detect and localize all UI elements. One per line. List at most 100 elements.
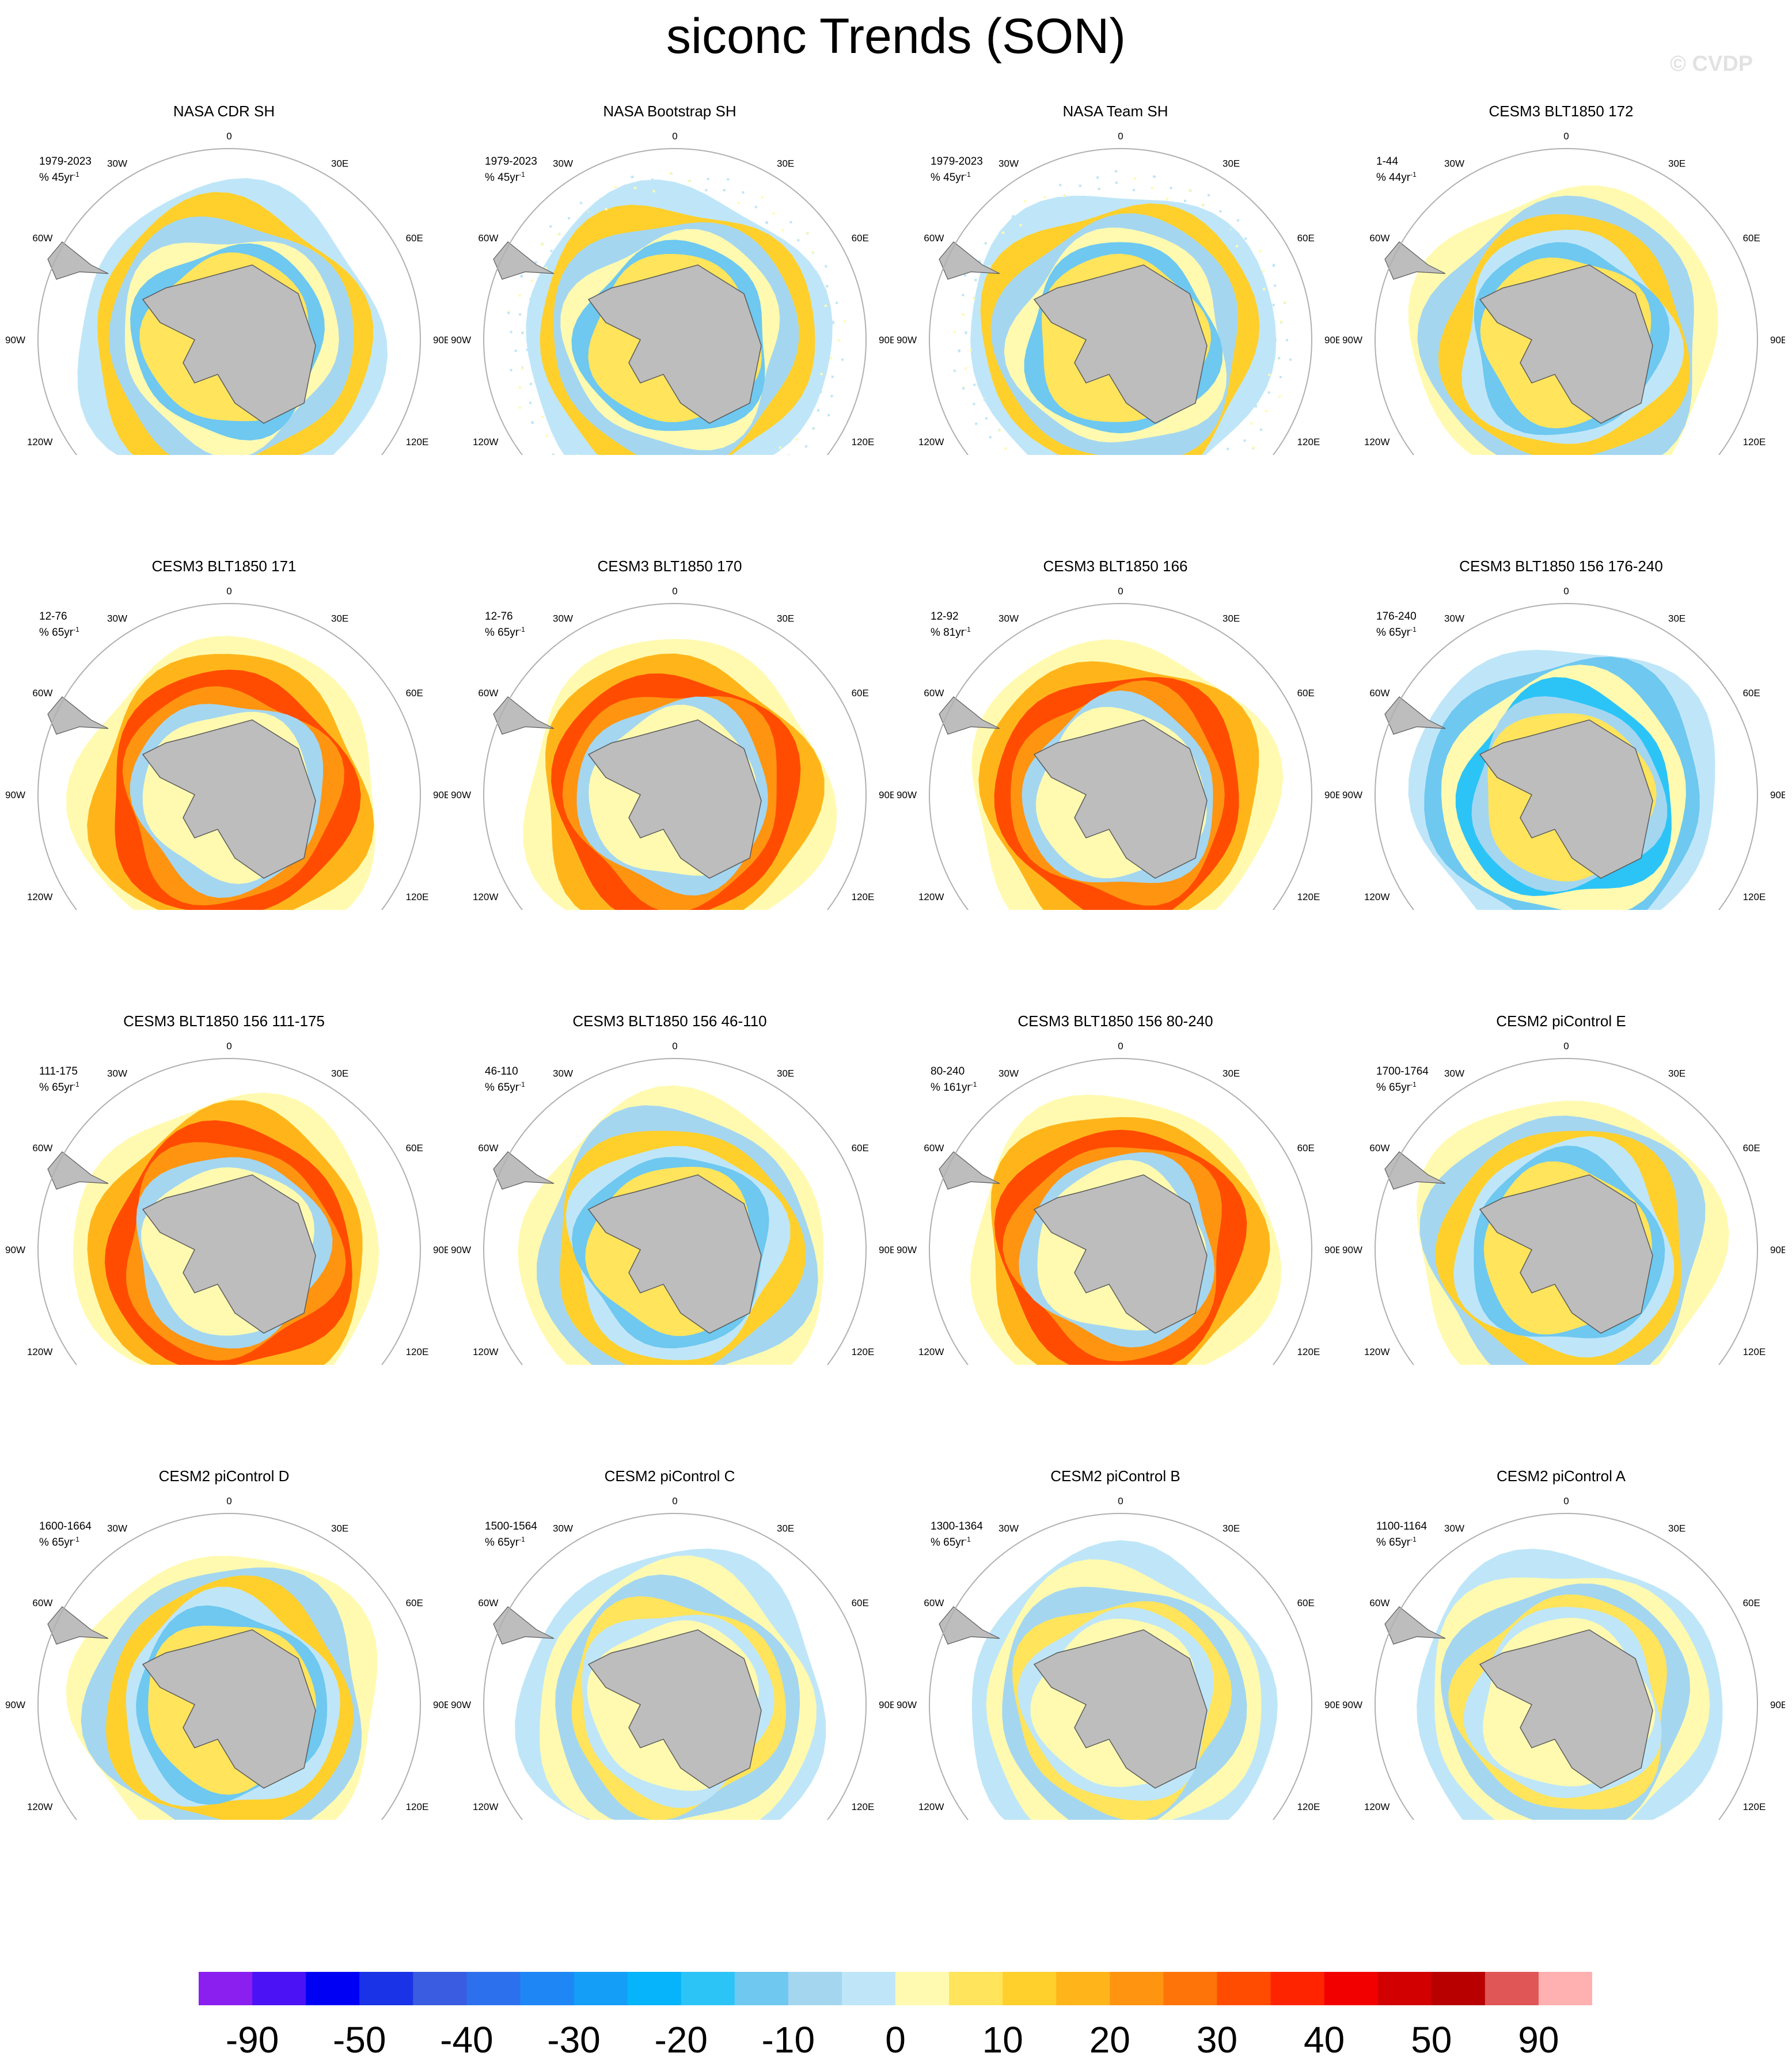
figure-title: siconc Trends (SON): [666, 9, 1126, 64]
noise-speck: [1285, 339, 1288, 342]
colorbar-swatch: [1003, 1972, 1057, 2005]
units-label: % 65yr-1: [485, 1535, 525, 1549]
longitude-label: 0: [1563, 586, 1569, 597]
colorbar-swatch: [1324, 1972, 1379, 2005]
noise-speck: [841, 358, 844, 361]
noise-speck: [965, 332, 967, 335]
south-america-landmass: [1384, 696, 1446, 735]
polar-map: 030E60E90E120E150E180150W120W90W60W30W: [5, 131, 448, 455]
longitude-label: 30E: [1668, 1068, 1685, 1079]
panel-period-units: 1-44 % 44yr-1: [1376, 155, 1417, 184]
longitude-label: 0: [226, 586, 231, 597]
colorbar-swatch: [1377, 1972, 1432, 2005]
map-boundary: [1375, 1513, 1758, 1820]
panel-title: CESM3 BLT1850 172: [1489, 103, 1634, 120]
colorbar-swatch: [413, 1972, 467, 2005]
units-label: % 65yr-1: [931, 1535, 971, 1549]
noise-speck: [965, 367, 967, 370]
noise-speck: [580, 202, 583, 204]
polar-map: 030E60E90E120E150E180150W120W90W60W30W: [897, 1041, 1339, 1365]
antarctica-landmass: [1033, 1174, 1208, 1334]
longitude-label: 30E: [1668, 1523, 1685, 1534]
noise-speck: [550, 249, 553, 252]
antarctica-landmass: [1479, 1174, 1653, 1334]
south-america-landmass: [493, 696, 555, 735]
longitude-label: 90E: [433, 790, 448, 800]
noise-speck: [789, 221, 792, 223]
noise-speck: [1212, 219, 1215, 222]
noise-speck: [781, 229, 784, 232]
longitude-label: 120W: [1364, 891, 1389, 902]
longitude-label: 60E: [406, 1598, 423, 1608]
longitude-label: 0: [226, 131, 231, 142]
longitude-label: 60E: [1743, 1598, 1760, 1608]
longitude-label: 120W: [473, 891, 498, 902]
noise-speck: [1001, 232, 1004, 234]
colorbar-swatch: [681, 1972, 735, 2005]
longitude-label: 0: [672, 586, 677, 597]
antarctica-landmass: [1479, 264, 1653, 424]
longitude-label: 90W: [5, 335, 25, 346]
map-boundary: [929, 1513, 1312, 1820]
map-panel: CESM2 piControl C 1500-1564 % 65yr-1 0 30E 60…: [446, 1365, 894, 1820]
noise-speck: [806, 232, 808, 234]
longitude-label: 30E: [1668, 613, 1685, 624]
noise-speck: [521, 332, 524, 335]
longitude-label: 90E: [879, 1699, 894, 1710]
panel-period-units: 1979-2023 % 45yr-1: [485, 155, 537, 184]
noise-speck: [1188, 189, 1191, 192]
watermark-text: © CVDP: [1670, 52, 1753, 76]
longitude-label: 90W: [451, 1699, 471, 1710]
noise-speck: [1049, 206, 1052, 208]
noise-speck: [742, 191, 745, 194]
longitude-label: 120E: [852, 437, 875, 447]
noise-speck: [1244, 237, 1247, 240]
noise-speck: [534, 261, 537, 264]
panel-title: CESM2 piControl D: [158, 1467, 290, 1485]
noise-speck: [1228, 227, 1231, 230]
noise-speck: [1019, 224, 1022, 226]
colorbar-swatch: [1217, 1972, 1271, 2005]
period-label: 12-92: [931, 610, 959, 623]
longitude-label: 60W: [1369, 1143, 1389, 1154]
colorbar: -90 -50 -40 -30 -20 -10 0 10 20 30 40 50 90: [199, 1972, 1592, 2059]
colorbar-swatch: [1431, 1972, 1486, 2005]
longitude-label: 30W: [1444, 158, 1464, 169]
south-america-landmass: [939, 241, 1000, 280]
panel-title: CESM3 BLT1850 156 46-110: [572, 1012, 767, 1030]
panel-title: CESM3 BLT1850 156 80-240: [1018, 1012, 1213, 1030]
noise-speck: [958, 350, 960, 352]
noise-speck: [1283, 301, 1286, 303]
longitude-label: 120E: [1743, 1801, 1766, 1812]
noise-speck: [761, 196, 764, 199]
colorbar-tick-label: -50: [333, 2019, 386, 2059]
noise-speck: [998, 429, 1001, 432]
noise-speck: [1278, 356, 1281, 359]
period-label: 1300-1364: [931, 1520, 983, 1532]
map-panel: CESM3 BLT1850 171 12-76 % 65yr-1 0 30E 60E 90E…: [0, 455, 448, 910]
polar-map: 030E60E90E120E150E180150W120W90W60W30W: [1342, 586, 1785, 910]
longitude-label: 60W: [32, 233, 52, 244]
noise-speck: [973, 403, 975, 405]
map-boundary: [1375, 1058, 1758, 1365]
noise-speck: [811, 251, 814, 253]
longitude-label: 30W: [1444, 1523, 1464, 1534]
map-panel: CESM2 piControl A 1100-1164 % 65yr-1 0 30E 60…: [1337, 1365, 1785, 1820]
noise-speck: [985, 417, 988, 420]
noise-speck: [576, 454, 579, 455]
map-panel: NASA Bootstrap SH 1979-2023 % 45yr-1 0 30E 60…: [446, 0, 894, 455]
noise-speck: [669, 172, 672, 175]
polar-map: 030E60E90E120E150E180150W120W90W60W30W: [5, 586, 448, 910]
colorbar-swatch: [1056, 1972, 1110, 2005]
panel-title: CESM3 BLT1850 166: [1043, 557, 1188, 575]
longitude-label: 120E: [1297, 437, 1320, 447]
longitude-label: 0: [1118, 131, 1123, 142]
colorbar-swatch: [574, 1972, 628, 2005]
noise-speck: [1272, 303, 1275, 306]
longitude-label: 60E: [1743, 688, 1760, 699]
noise-speck: [510, 331, 512, 333]
longitude-label: 60E: [406, 688, 423, 699]
longitude-label: 120W: [27, 437, 52, 447]
noise-speck: [831, 375, 834, 378]
noise-speck: [1272, 264, 1275, 267]
